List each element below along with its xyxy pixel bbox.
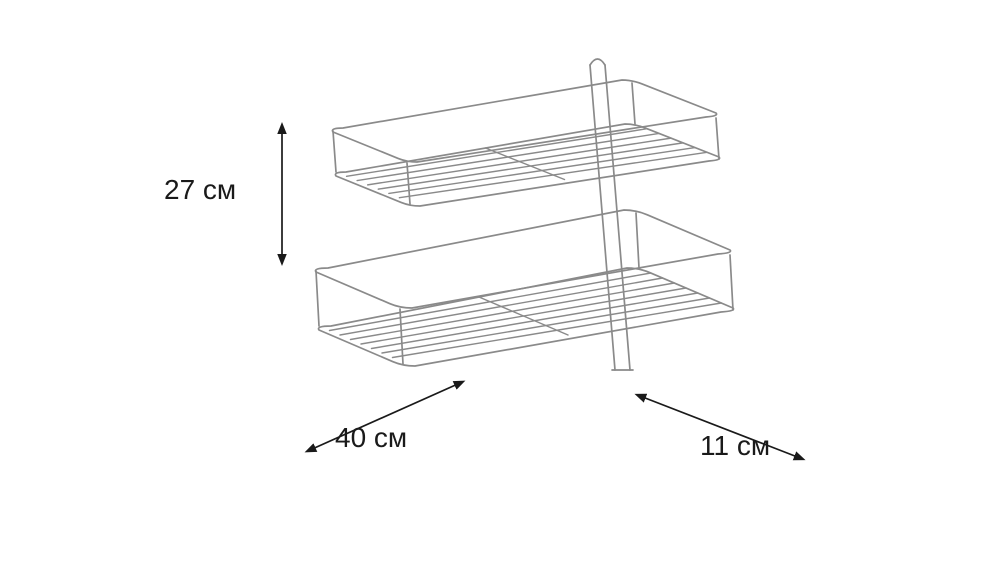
label-depth: 11 см: [700, 432, 770, 460]
dimension-diagram: 27 см 40 см 11 см: [0, 0, 1000, 563]
label-width: 40 см: [335, 424, 407, 452]
label-height: 27 см: [164, 176, 236, 204]
diagram-svg: [0, 0, 1000, 563]
